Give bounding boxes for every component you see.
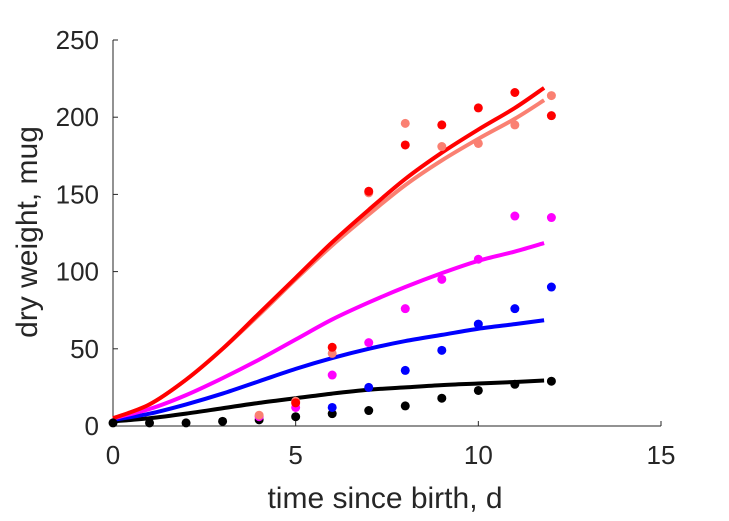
data-point-series-3 [400,118,410,128]
data-point-series-0 [145,418,155,428]
data-point-series-0 [291,412,301,422]
x-tick-label: 5 [288,440,302,470]
data-point-series-3 [473,138,483,148]
data-point-series-4 [400,140,410,150]
data-point-series-0 [437,393,447,403]
data-point-series-0 [510,379,520,389]
y-ticks: 0 50 100 150 200 250 [56,25,118,441]
x-axis-label: time since birth, d [267,482,502,515]
data-point-series-2 [546,213,556,223]
y-axis-label: dry weight, mug [11,126,44,338]
fit-curve-series-0 [112,378,545,424]
data-point-series-4 [291,398,301,408]
y-tick-label: 0 [85,411,99,441]
data-point-series-0 [473,385,483,395]
y-tick-label: 200 [56,102,99,132]
data-point-series-0 [327,409,337,419]
data-point-series-1 [400,365,410,375]
data-point-series-2 [437,274,447,284]
x-tick-label: 0 [106,440,120,470]
fit-curve-series-1 [112,318,545,422]
data-point-series-2 [473,254,483,264]
data-point-series-0 [181,418,191,428]
data-point-series-0 [108,418,118,428]
data-point-series-1 [437,345,447,355]
data-point-series-4 [437,120,447,130]
data-point-series-4 [473,103,483,113]
data-point-series-1 [364,382,374,392]
data-point-series-3 [510,120,520,130]
y-tick-label: 50 [70,334,99,364]
fit-curve-series-4 [112,86,546,421]
data-point-series-3 [437,142,447,152]
data-point-series-4 [546,111,556,121]
x-ticks: 0 5 10 15 [106,421,676,470]
y-tick-label: 150 [56,179,99,209]
data-point-series-4 [510,87,520,97]
data-points [108,87,556,428]
fitted-curves [112,86,546,424]
data-point-series-1 [473,319,483,329]
data-point-series-0 [400,401,410,411]
data-point-series-0 [218,416,228,426]
x-tick-label: 15 [647,440,676,470]
data-point-series-0 [364,406,374,416]
data-point-series-2 [364,338,374,348]
y-tick-label: 250 [56,25,99,55]
data-point-series-3 [546,91,556,101]
data-point-series-3 [327,348,337,358]
axes [112,40,661,427]
data-point-series-2 [400,304,410,314]
data-point-series-1 [327,402,337,412]
data-point-series-0 [546,376,556,386]
data-point-series-1 [546,282,556,292]
data-point-series-2 [327,370,337,380]
x-tick-label: 10 [464,440,493,470]
data-point-series-2 [510,211,520,221]
y-tick-label: 100 [56,257,99,287]
data-point-series-1 [510,304,520,314]
data-point-series-3 [254,410,264,420]
data-point-series-4 [364,186,374,196]
data-point-series-4 [327,342,337,352]
